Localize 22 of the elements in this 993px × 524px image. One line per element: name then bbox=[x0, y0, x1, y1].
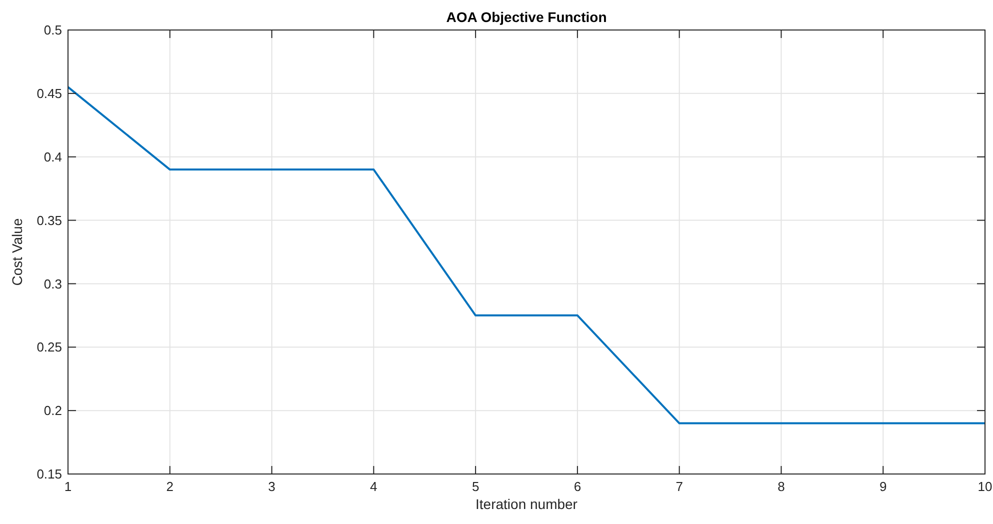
x-axis-title: Iteration number bbox=[476, 496, 578, 512]
y-tick-label: 0.5 bbox=[44, 22, 62, 38]
y-tick-label: 0.3 bbox=[44, 276, 62, 292]
x-tick-label: 4 bbox=[370, 479, 378, 494]
y-tick-label: 0.25 bbox=[36, 340, 62, 355]
x-tick-label: 1 bbox=[64, 479, 72, 494]
y-tick-label: 0.15 bbox=[36, 466, 62, 482]
x-tick-label: 6 bbox=[574, 479, 582, 494]
x-tick-label: 2 bbox=[166, 479, 174, 494]
line-series bbox=[67, 86, 986, 424]
x-tick-label: 8 bbox=[778, 479, 785, 494]
y-tick-label: 0.2 bbox=[44, 403, 62, 418]
y-axis-title: Cost Value bbox=[9, 218, 25, 286]
y-tick-label: 0.45 bbox=[36, 86, 62, 101]
x-tick-label: 7 bbox=[676, 479, 683, 494]
y-tick-label: 0.4 bbox=[44, 149, 62, 164]
y-tick-label: 0.35 bbox=[36, 212, 62, 228]
x-tick-label: 10 bbox=[978, 479, 992, 494]
x-tick-label: 9 bbox=[879, 479, 887, 494]
x-tick-label: 5 bbox=[472, 479, 480, 494]
x-tick-label: 3 bbox=[268, 479, 276, 494]
chart-title: AOA Objective Function bbox=[446, 9, 607, 25]
